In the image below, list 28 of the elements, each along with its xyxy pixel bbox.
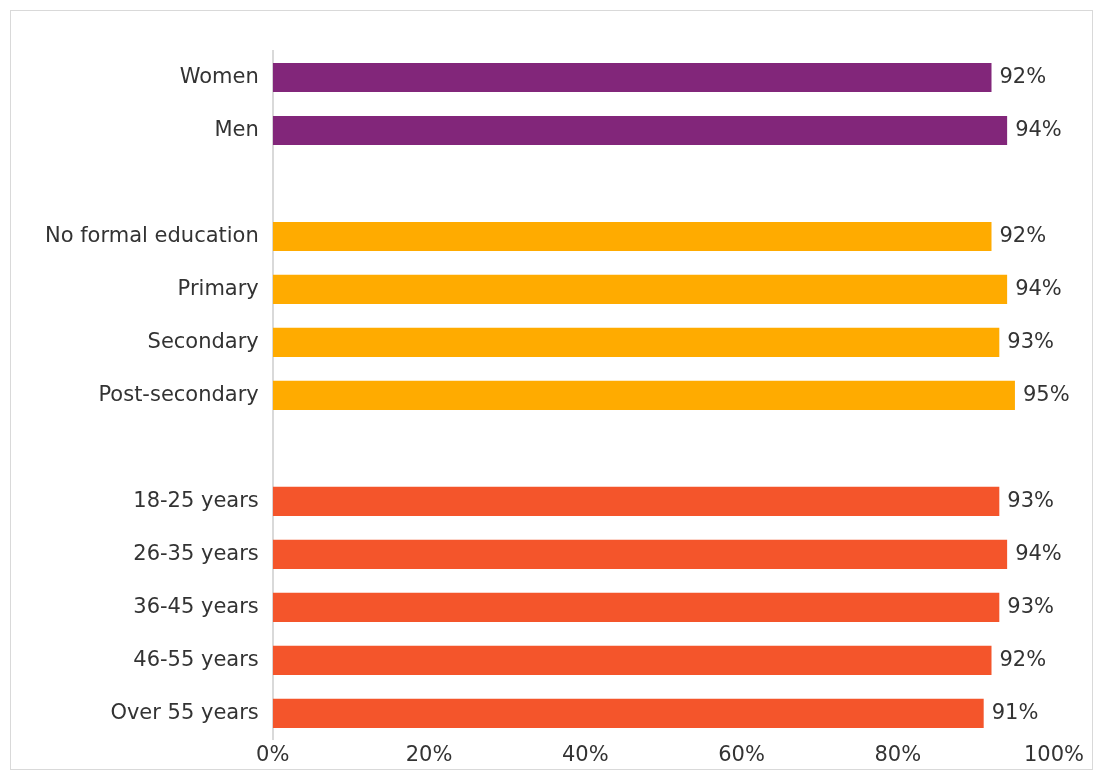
x-tick-label: 80% [874,741,922,766]
y-tick-label: 26-35 years [133,540,259,565]
data-label: 92% [999,222,1047,247]
data-label: 92% [999,63,1047,88]
x-tick-label: 60% [718,741,765,766]
y-tick-label: Primary [177,275,259,300]
x-tick-label: 20% [405,741,453,766]
y-tick-label: Men [214,116,259,141]
data-label: 93% [1007,593,1054,618]
data-label: 91% [991,699,1039,724]
data-label: 94% [1015,116,1062,141]
x-tick-label: 100% [1023,741,1085,766]
y-tick-label: Secondary [147,328,259,353]
y-tick-label: 18-25 years [133,487,259,512]
y-tick-label: 36-45 years [133,593,259,618]
data-label: 95% [1022,381,1070,406]
x-tick-label: 40% [561,741,609,766]
y-tick-label: Women [179,63,259,88]
data-label: 94% [1015,275,1062,300]
y-tick-label: 46-55 years [133,646,259,671]
y-tick-label: Over 55 years [110,699,259,724]
x-tick-label: 0% [256,741,290,766]
data-label: 92% [999,646,1047,671]
data-label: 93% [1007,328,1054,353]
y-tick-label: Post-secondary [98,381,259,406]
data-label: 93% [1007,487,1054,512]
y-tick-label: No formal education [44,222,259,247]
data-label: 94% [1015,540,1062,565]
